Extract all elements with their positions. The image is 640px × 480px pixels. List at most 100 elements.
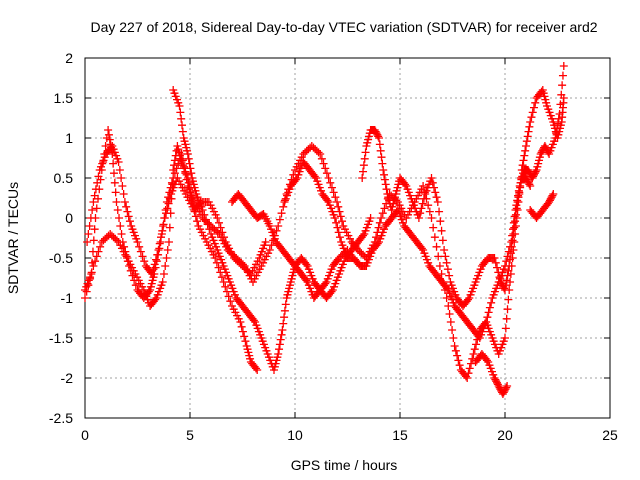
data-point — [291, 175, 300, 184]
data-point — [442, 258, 451, 267]
data-point — [104, 126, 113, 134]
data-point — [91, 185, 100, 194]
data-point — [104, 130, 113, 139]
data-point — [275, 340, 284, 349]
data-point — [491, 258, 500, 267]
data-point — [548, 191, 557, 200]
data-point — [327, 287, 336, 296]
data-point — [470, 345, 479, 354]
data-point — [516, 178, 525, 187]
data-point — [155, 239, 164, 248]
data-point — [557, 90, 566, 99]
data-point — [316, 150, 325, 158]
data-point — [186, 188, 195, 197]
grid — [85, 58, 610, 418]
data-point — [432, 242, 441, 251]
data-point — [177, 114, 186, 123]
data-point — [522, 137, 531, 146]
data-point — [338, 217, 347, 226]
data-point — [528, 108, 537, 117]
data-point — [117, 230, 126, 238]
y-tick-label: -1.5 — [49, 330, 73, 346]
data-point — [521, 146, 530, 155]
data-point — [280, 313, 289, 322]
data-point — [430, 183, 439, 192]
data-point — [150, 260, 159, 269]
data-point — [432, 193, 441, 202]
data-point — [115, 166, 124, 174]
data-point — [170, 161, 179, 170]
data-point — [525, 122, 534, 131]
y-tick-label: -0.5 — [49, 250, 73, 266]
data-point — [116, 222, 125, 230]
y-tick-label: 1.5 — [54, 90, 74, 106]
data-point — [380, 170, 389, 179]
data-point — [163, 204, 172, 213]
data-point — [437, 226, 446, 235]
data-point — [465, 364, 474, 373]
data-point — [217, 273, 226, 282]
data-point — [158, 278, 167, 286]
data-point — [529, 103, 538, 112]
data-point — [84, 281, 93, 290]
data-point — [558, 81, 567, 90]
data-point — [555, 110, 564, 118]
data-point — [523, 132, 532, 141]
data-point — [160, 214, 169, 222]
data-point — [330, 214, 339, 222]
data-point — [377, 214, 386, 222]
data-point — [455, 361, 464, 370]
data-point — [435, 207, 444, 216]
data-point — [484, 308, 493, 317]
data-point — [526, 182, 535, 190]
data-point — [163, 246, 172, 254]
data-point — [236, 318, 245, 326]
data-point — [430, 233, 439, 242]
data-point — [427, 174, 436, 182]
data-point — [114, 158, 123, 166]
data-point — [501, 334, 509, 342]
data-point — [508, 236, 517, 245]
data-point — [358, 174, 367, 182]
series-track-7 — [358, 126, 535, 310]
data-point — [82, 287, 91, 296]
data-point — [90, 225, 99, 234]
data-point — [531, 167, 540, 176]
data-point — [374, 223, 383, 232]
data-point — [464, 369, 473, 378]
data-point — [375, 218, 384, 227]
data-point — [265, 246, 274, 254]
data-point — [86, 274, 95, 283]
data-point — [85, 222, 94, 230]
x-axis-label: GPS time / hours — [291, 457, 398, 473]
data-point — [429, 223, 438, 232]
data-point — [378, 159, 387, 168]
y-tick-label: -2.5 — [49, 410, 73, 426]
data-point — [164, 199, 173, 208]
data-point — [317, 154, 326, 163]
data-point — [81, 294, 89, 302]
data-point — [504, 266, 513, 275]
data-point — [200, 210, 209, 219]
data-point — [451, 346, 460, 355]
data-point — [524, 127, 533, 136]
data-point — [509, 230, 518, 238]
data-point — [83, 238, 92, 246]
data-point — [493, 263, 502, 272]
data-point — [170, 156, 179, 165]
data-point — [112, 198, 121, 206]
data-point — [434, 252, 443, 261]
data-point — [359, 167, 368, 176]
data-point — [216, 223, 225, 232]
y-tick-label: 1 — [65, 130, 73, 146]
data-point — [376, 146, 385, 155]
data-point — [435, 262, 444, 270]
data-point — [261, 238, 270, 246]
data-point — [511, 210, 520, 219]
data-point — [445, 310, 454, 318]
data-point — [506, 255, 515, 264]
y-tick-label: -2 — [61, 370, 74, 386]
data-point — [275, 345, 284, 354]
data-point — [201, 215, 210, 224]
